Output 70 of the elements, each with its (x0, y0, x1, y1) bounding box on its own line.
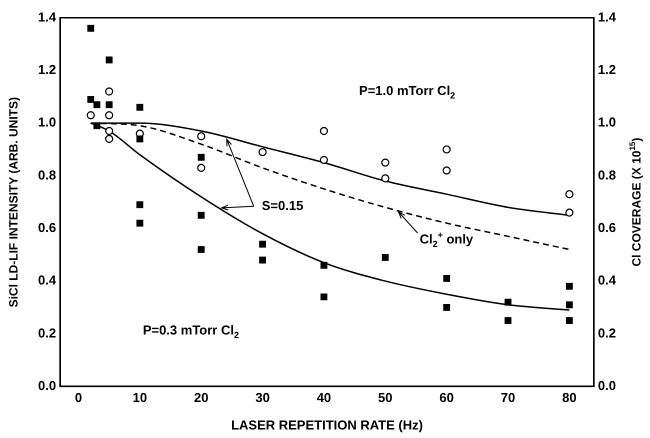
point (320, 293, 328, 300)
point (198, 246, 205, 253)
point (259, 240, 266, 248)
y-tick-label: 1.4 (38, 9, 57, 24)
point (198, 154, 205, 161)
annotation: S=0.15 (262, 198, 304, 213)
point (442, 166, 451, 175)
point (93, 101, 100, 108)
point (320, 156, 328, 164)
point (258, 148, 267, 156)
point (106, 101, 113, 108)
point (105, 134, 114, 144)
point (105, 111, 114, 120)
x-tick-label: 40 (316, 390, 332, 405)
point (566, 317, 573, 324)
y-axis-title: SiCl LD-LIF INTENSITY (ARB. UNITS) (6, 96, 20, 308)
x-tick-label: 10 (132, 390, 148, 405)
point (106, 56, 113, 64)
y2-tick-label: 0.6 (598, 220, 616, 236)
point (136, 220, 144, 227)
point (197, 132, 206, 140)
point (259, 256, 266, 264)
y2-tick-label: 1.0 (598, 114, 616, 130)
y-tick-label: 0.6 (38, 220, 56, 236)
point (198, 212, 205, 219)
point (87, 24, 94, 32)
point (381, 158, 390, 167)
point (87, 96, 94, 103)
y2-tick-label: 0.2 (598, 325, 616, 340)
point (566, 301, 573, 308)
y2-tick-label: 0.8 (598, 167, 616, 182)
point (442, 145, 451, 154)
point (197, 164, 206, 172)
point (381, 174, 390, 183)
x-tick-label: 30 (255, 390, 270, 405)
point (443, 275, 450, 282)
point (93, 122, 100, 130)
y-tick-label: 1.2 (38, 62, 56, 78)
x-tick-label: 70 (500, 390, 516, 405)
point (443, 304, 450, 311)
y2-tick-label: 0.4 (598, 272, 617, 288)
point (86, 111, 95, 120)
x-tick-label: 20 (194, 390, 208, 405)
point (136, 104, 144, 111)
x-tick-label: 50 (378, 390, 393, 405)
point (504, 298, 512, 306)
y-tick-label: 1.0 (38, 114, 56, 130)
x-tick-label: 0 (74, 390, 82, 405)
y2-tick-label: 1.4 (598, 9, 617, 24)
y-tick-label: 0.4 (38, 272, 57, 288)
point (136, 201, 144, 208)
point (320, 262, 328, 269)
point (566, 282, 573, 290)
point (504, 317, 512, 324)
point (136, 135, 144, 142)
y-tick-label: 0.8 (38, 167, 56, 182)
point (565, 190, 574, 198)
point (320, 126, 328, 136)
x-tick-label: 60 (439, 390, 454, 405)
x-axis-title: LASER REPETITION RATE (Hz) (231, 418, 423, 433)
x-tick-label: 80 (562, 390, 577, 405)
y2-tick-label: 1.2 (598, 62, 616, 78)
y-tick-label: 0.0 (38, 378, 56, 393)
point (565, 208, 574, 217)
y2-tick-label: 0.0 (598, 378, 616, 393)
point (382, 254, 389, 261)
point (105, 126, 114, 136)
y2-axis-title: Cl COVERAGE (X 1015) (628, 138, 644, 267)
y-tick-label: 0.2 (38, 325, 56, 340)
point (105, 87, 114, 96)
